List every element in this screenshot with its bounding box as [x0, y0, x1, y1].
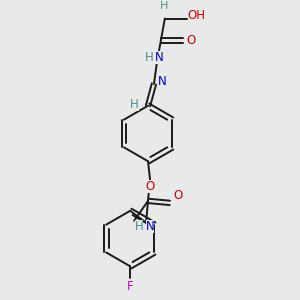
Text: O: O: [186, 34, 195, 47]
Text: F: F: [127, 280, 134, 292]
Text: N: N: [146, 220, 154, 233]
Text: N: N: [154, 51, 163, 64]
Text: H: H: [160, 1, 168, 11]
Text: H: H: [145, 51, 153, 64]
Text: O: O: [146, 179, 154, 193]
Text: OH: OH: [188, 9, 206, 22]
Text: O: O: [173, 189, 182, 203]
Text: N: N: [158, 76, 166, 88]
Text: H: H: [135, 220, 143, 233]
Text: H: H: [130, 98, 139, 111]
